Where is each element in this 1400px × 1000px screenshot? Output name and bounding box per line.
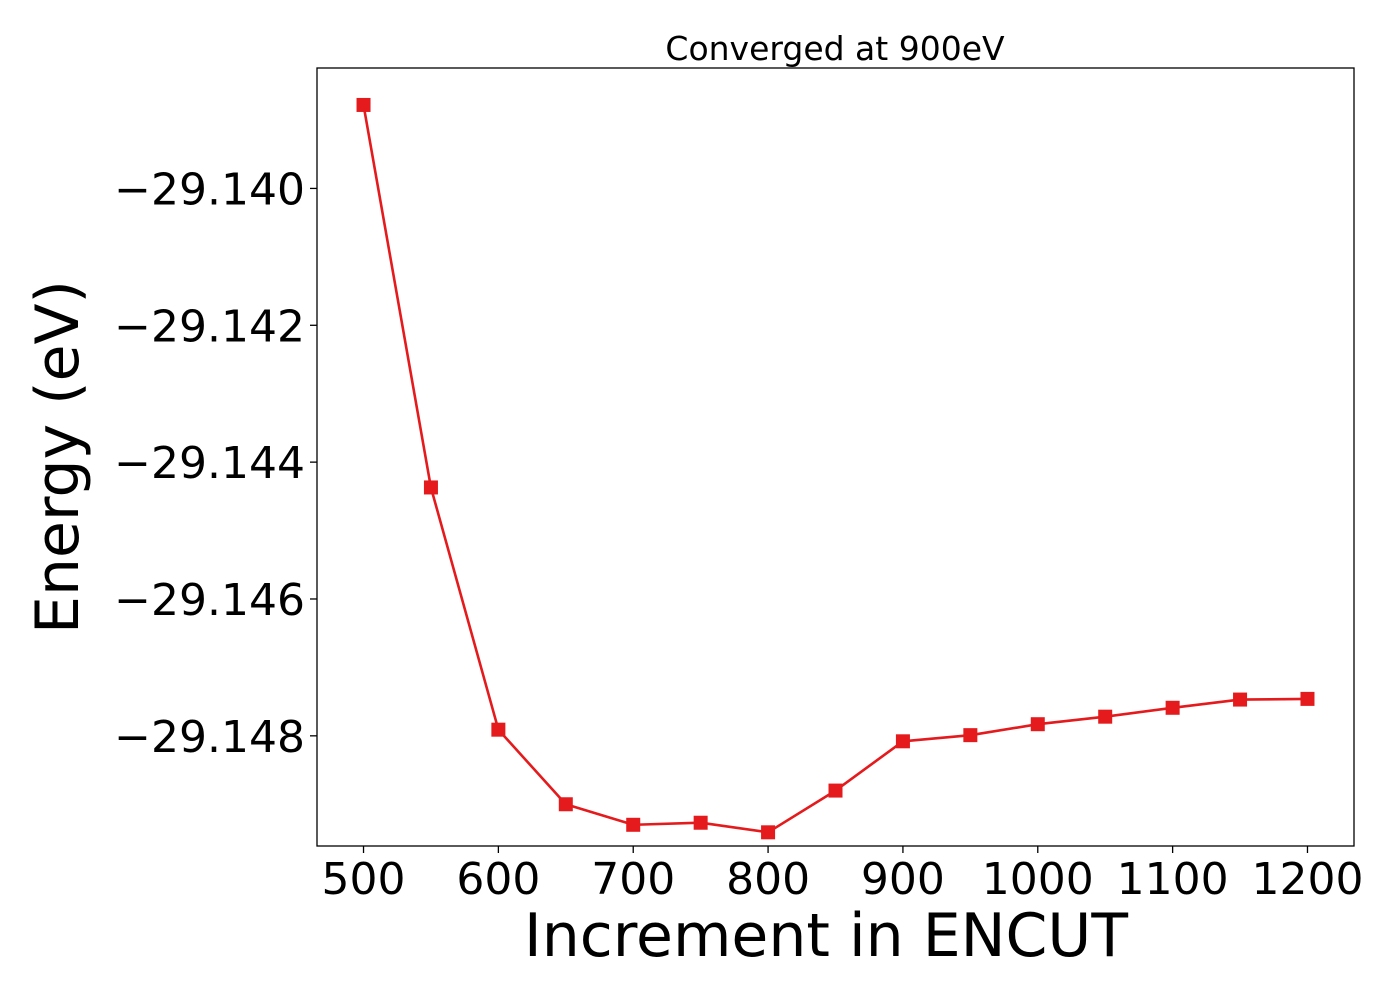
chart-title: Converged at 900eV (665, 29, 1005, 68)
data-point (761, 825, 776, 840)
x-axis-label: Increment in ENCUT (524, 901, 1128, 971)
data-point (1098, 709, 1113, 724)
y-axis: −29.140 −29.142 −29.144 −29.146 −29.148 (114, 164, 317, 763)
y-tick-label: −29.148 (114, 712, 305, 763)
x-tick-label: 1000 (982, 854, 1094, 905)
plot-area (356, 97, 1315, 840)
y-tick-label: −29.140 (114, 164, 305, 215)
x-tick-label: 900 (861, 854, 945, 905)
data-point (828, 783, 843, 798)
x-tick-label: 1100 (1117, 854, 1229, 905)
x-tick-label: 700 (591, 854, 675, 905)
plot-frame (316, 67, 1355, 847)
y-tick-label: −29.146 (114, 575, 305, 626)
x-axis: 500 600 700 800 900 1000 1100 1200 (322, 846, 1363, 905)
data-point (356, 97, 371, 112)
data-point (626, 817, 641, 832)
data-point (1300, 691, 1315, 706)
data-point (558, 797, 573, 812)
y-tick-label: −29.144 (114, 438, 305, 489)
data-point (693, 815, 708, 830)
data-point (491, 722, 506, 737)
x-tick-label: 600 (456, 854, 540, 905)
data-point (895, 734, 910, 749)
x-tick-label: 1200 (1251, 854, 1363, 905)
x-tick-label: 800 (726, 854, 810, 905)
data-point (1165, 700, 1180, 715)
y-tick-label: −29.142 (114, 301, 305, 352)
data-point (423, 480, 438, 495)
x-tick-label: 500 (322, 854, 406, 905)
data-point (963, 728, 978, 743)
y-axis-label: Energy (eV) (23, 280, 93, 634)
data-point (1233, 692, 1248, 707)
data-point (1030, 717, 1045, 732)
